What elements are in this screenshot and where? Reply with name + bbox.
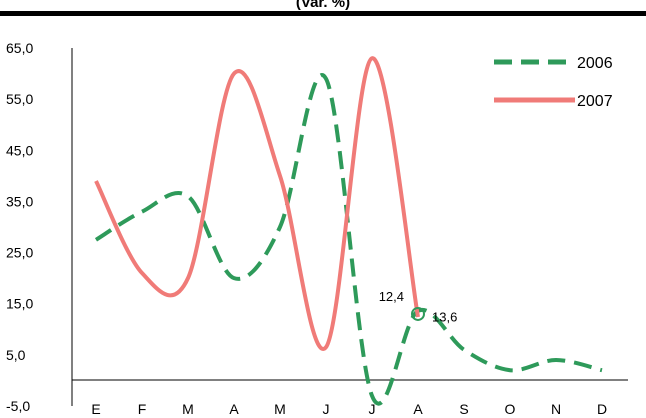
data-point-2006 <box>141 210 144 213</box>
data-point-2006 <box>463 348 466 351</box>
data-point-2006 <box>555 358 558 361</box>
x-tick-label: F <box>138 401 147 417</box>
annotation-2007: 12,4 <box>379 289 404 304</box>
legend-label: 2007 <box>577 93 613 110</box>
x-tick-label: E <box>91 401 100 417</box>
data-point-2007 <box>325 346 328 349</box>
data-point-2007 <box>371 57 374 60</box>
y-tick-label: 35,0 <box>6 193 33 209</box>
x-tick-label: M <box>182 401 194 417</box>
x-tick-label: S <box>459 401 468 417</box>
data-point-2007 <box>95 179 98 182</box>
legend-label: 2006 <box>577 55 613 72</box>
x-tick-label: O <box>505 401 516 417</box>
y-tick-label: 25,0 <box>6 245 33 261</box>
data-point-2007 <box>233 72 236 75</box>
data-point-2006 <box>509 369 512 372</box>
y-tick-label: 65,0 <box>6 40 33 56</box>
x-tick-label: N <box>551 401 561 417</box>
y-tick-label: 5,0 <box>6 347 26 363</box>
x-tick-label: J <box>323 401 330 417</box>
data-point-2007 <box>187 277 190 280</box>
data-point-2006 <box>233 277 236 280</box>
annotation-2006: 13,6 <box>432 310 457 325</box>
data-point-2006 <box>371 394 374 397</box>
x-tick-label: D <box>597 401 607 417</box>
data-point-2007 <box>417 316 420 319</box>
y-tick-label: -5,0 <box>6 398 30 414</box>
data-point-2006 <box>187 195 190 198</box>
top-rule <box>0 11 646 16</box>
data-point-2007 <box>279 174 282 177</box>
data-point-2006 <box>601 369 604 372</box>
x-tick-label: A <box>413 401 423 417</box>
y-tick-label: 45,0 <box>6 142 33 158</box>
series-line-2006 <box>94 73 603 406</box>
x-tick-label: M <box>274 401 286 417</box>
highlight-marker <box>411 306 425 321</box>
data-point-2007 <box>141 272 144 275</box>
chart-title: (Var. %) <box>295 0 351 11</box>
y-tick-label: 15,0 <box>6 296 33 312</box>
data-point-2006 <box>95 238 98 241</box>
y-tick-label: 55,0 <box>6 91 33 107</box>
series-line-2007 <box>94 56 420 351</box>
data-point-2006 <box>279 226 282 229</box>
x-tick-label: J <box>369 401 376 417</box>
data-point-2006 <box>325 77 328 80</box>
x-tick-label: A <box>229 401 239 417</box>
